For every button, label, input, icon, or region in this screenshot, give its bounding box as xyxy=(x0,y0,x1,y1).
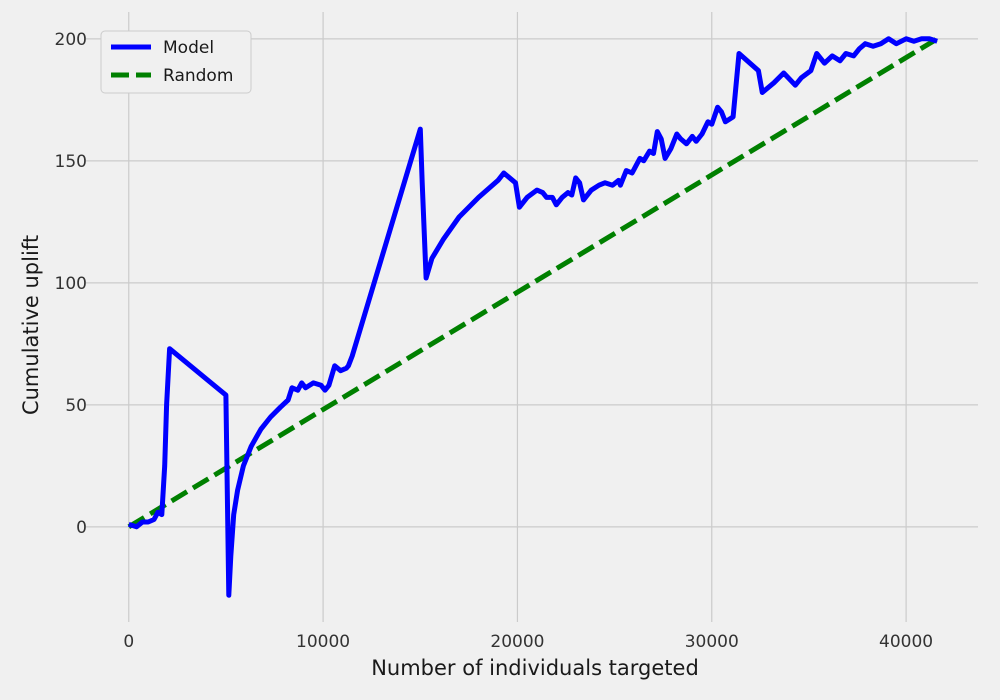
y-tick-label: 100 xyxy=(55,274,87,294)
legend: Model Random xyxy=(100,30,252,94)
y-tick-label: 50 xyxy=(65,396,87,416)
series-line-random xyxy=(127,36,939,529)
legend-label-model: Model xyxy=(163,38,214,58)
x-tick-label: 40000 xyxy=(879,632,933,652)
y-tick-label: 0 xyxy=(76,518,87,538)
x-tick-label: 20000 xyxy=(490,632,544,652)
legend-label-random: Random xyxy=(163,66,233,86)
y-axis-label: Cumulative uplift xyxy=(19,235,43,415)
x-tick-label: 30000 xyxy=(685,632,739,652)
x-axis-label: Number of individuals targeted xyxy=(371,656,699,680)
series-line-model xyxy=(128,36,938,598)
y-tick-label: 150 xyxy=(55,152,87,172)
x-tick-label: 0 xyxy=(123,632,134,652)
x-tick-label: 10000 xyxy=(296,632,350,652)
y-tick-label: 200 xyxy=(55,30,87,50)
tick-labels: 0 10000 20000 30000 40000 0 50 100 150 200 xyxy=(55,30,934,652)
series-lines xyxy=(127,36,939,598)
